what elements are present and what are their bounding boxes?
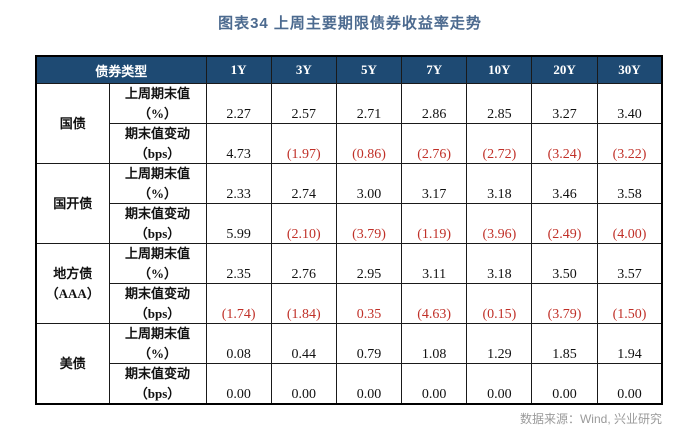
value-cell: 2.76 [270, 243, 337, 284]
bond-type-cell: 地方债 （AAA） [35, 243, 110, 324]
bond-type-cell: 美债 [35, 323, 110, 405]
value-cell: 1.08 [401, 323, 468, 364]
change-cell: (3.79) [335, 203, 403, 244]
column-header-20y: 20Y [531, 55, 598, 84]
change-cell: (0.86) [335, 123, 403, 164]
change-cell: (3.24) [531, 123, 598, 164]
column-header-5y: 5Y [335, 55, 403, 84]
table-row-changes: 期末值变动 （bps） 5.99 (2.10) (3.79) (1.19) (3.96)(… [36, 203, 663, 244]
change-cell: (0.15) [466, 283, 533, 324]
change-cell: 0.00 [270, 363, 337, 405]
data-source-note: 数据来源：Wind, 兴业研究 [519, 412, 662, 426]
value-cell: 3.18 [466, 243, 533, 284]
change-cell: 0.00 [335, 363, 403, 405]
table-row-changes: 期末值变动 （bps） 4.73 (1.97) (0.86) (2.76) (2.72)(… [36, 123, 663, 164]
change-cell: 0.00 [401, 363, 468, 405]
value-cell: 0.08 [205, 323, 272, 364]
value-cell: 3.27 [531, 83, 598, 124]
column-header-10y: 10Y [466, 55, 533, 84]
value-cell: 2.35 [205, 243, 272, 284]
table-row-changes: 期末值变动 （bps） (1.74) (1.84) 0.35 (4.63) (0.15)(… [36, 283, 663, 324]
value-cell: 1.85 [531, 323, 598, 364]
table-header-row: 债券类型 1Y 3Y 5Y 7Y 10Y 20Y 30Y [35, 55, 663, 84]
change-cell: (4.63) [401, 283, 468, 324]
change-cell: (3.96) [466, 203, 533, 244]
value-cell: 2.27 [205, 83, 272, 124]
change-cell: 0.00 [466, 363, 533, 405]
change-cell: (3.79) [531, 283, 598, 324]
row-label-value: 上周期末值 （%） [108, 163, 207, 204]
value-cell: 3.18 [466, 163, 533, 204]
value-cell: 2.74 [270, 163, 337, 204]
value-cell: 0.44 [270, 323, 337, 364]
value-cell: 3.50 [531, 243, 598, 284]
value-cell: 0.79 [335, 323, 403, 364]
table-row-values: 美债 上周期末值 （%） 0.08 0.44 0.79 1.08 1.29 1.85 1.94 [35, 323, 663, 405]
change-cell: (2.76) [401, 123, 468, 164]
row-label-value: 上周期末值 （%） [108, 83, 207, 124]
value-cell: 3.00 [335, 163, 403, 204]
value-cell: 3.46 [531, 163, 598, 204]
row-label-change: 期末值变动 （bps） [108, 283, 207, 324]
change-cell: (1.50) [596, 283, 663, 324]
value-cell: 1.94 [596, 323, 663, 364]
change-cell: 0.35 [335, 283, 403, 324]
change-cell: 0.00 [205, 363, 272, 405]
table-row-values: 地方债 （AAA） 上周期末值 （%） 2.35 2.76 2.95 3.11 3.18 3.… [35, 243, 663, 324]
page-title: 图表34 上周主要期限债券收益率走势 [218, 15, 482, 32]
row-label-value: 上周期末值 （%） [108, 243, 207, 284]
change-cell: (1.97) [270, 123, 337, 164]
row-label-change: 期末值变动 （bps） [108, 123, 207, 164]
table-row-values: 国债 上周期末值 （%） 2.27 2.57 2.71 2.86 2.85 3.27 3.40 [35, 83, 663, 164]
value-cell: 2.95 [335, 243, 403, 284]
column-header-1y: 1Y [205, 55, 272, 84]
change-cell: (1.19) [401, 203, 468, 244]
bond-yield-table: 债券类型 1Y 3Y 5Y 7Y 10Y 20Y 30Y 国债 上周期末值 （%）… [35, 55, 664, 405]
change-cell: 0.00 [531, 363, 598, 405]
change-cell: 5.99 [205, 203, 272, 244]
table-row-values: 国开债 上周期末值 （%） 2.33 2.74 3.00 3.17 3.18 3.46 3.58 [35, 163, 663, 244]
bond-type-cell: 国债 [35, 83, 110, 164]
value-cell: 3.40 [596, 83, 663, 124]
value-cell: 1.29 [466, 323, 533, 364]
row-label-value: 上周期末值 （%） [108, 323, 207, 364]
row-label-change: 期末值变动 （bps） [108, 363, 207, 405]
value-cell: 2.33 [205, 163, 272, 204]
change-cell: (2.72) [466, 123, 533, 164]
change-cell: (2.49) [531, 203, 598, 244]
value-cell: 3.17 [401, 163, 468, 204]
change-cell: (3.22) [596, 123, 663, 164]
column-header-bond-type: 债券类型 [35, 55, 207, 84]
value-cell: 2.57 [270, 83, 337, 124]
value-cell: 2.71 [335, 83, 403, 124]
value-cell: 3.57 [596, 243, 663, 284]
value-cell: 2.86 [401, 83, 468, 124]
value-cell: 3.58 [596, 163, 663, 204]
row-label-change: 期末值变动 （bps） [108, 203, 207, 244]
change-cell: (2.10) [270, 203, 337, 244]
change-cell: (1.74) [205, 283, 272, 324]
change-cell: (1.84) [270, 283, 337, 324]
bond-type-cell: 国开债 [35, 163, 110, 244]
change-cell: 4.73 [205, 123, 272, 164]
column-header-3y: 3Y [270, 55, 337, 84]
value-cell: 2.85 [466, 83, 533, 124]
change-cell: (4.00) [596, 203, 663, 244]
column-header-7y: 7Y [401, 55, 468, 84]
table-row-changes: 期末值变动 （bps） 0.00 0.00 0.00 0.00 0.00 0.00 0.00 [36, 363, 663, 405]
column-header-30y: 30Y [596, 55, 663, 84]
change-cell: 0.00 [596, 363, 663, 405]
value-cell: 3.11 [401, 243, 468, 284]
